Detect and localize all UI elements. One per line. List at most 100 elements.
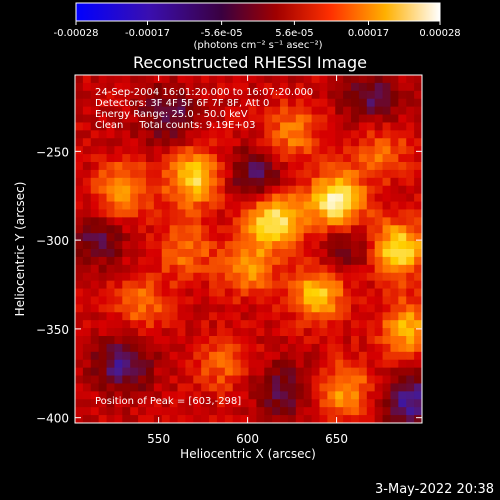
heatmap-cell <box>169 82 179 92</box>
heatmap-cell <box>232 264 242 274</box>
heatmap-cell <box>106 320 115 329</box>
heatmap-cell <box>319 241 328 250</box>
heatmap-cell <box>98 185 108 195</box>
heatmap-cell <box>106 90 115 100</box>
heatmap-cell <box>366 177 376 187</box>
heatmap-cell <box>382 154 391 163</box>
heatmap-cell <box>224 359 234 369</box>
heatmap-cell <box>138 154 147 163</box>
heatmap-cell <box>232 296 242 305</box>
heatmap-cell <box>358 328 368 337</box>
heatmap-cell <box>351 75 360 84</box>
heatmap-cell <box>169 336 179 345</box>
heatmap-cell <box>351 264 360 274</box>
heatmap-cell <box>343 367 352 377</box>
heatmap-cell <box>264 209 273 218</box>
heatmap-cell <box>224 201 234 210</box>
heatmap-cell <box>287 90 297 100</box>
heatmap-cell <box>161 280 171 290</box>
heatmap-cell <box>122 399 131 408</box>
heatmap-cell <box>224 407 234 416</box>
heatmap-cell <box>295 264 305 274</box>
heatmap-cell <box>209 336 218 345</box>
heatmap-cell <box>295 391 305 400</box>
heatmap-cell <box>130 90 139 100</box>
heatmap-cell <box>224 383 234 392</box>
heatmap-cell <box>122 367 131 377</box>
heatmap-cell <box>398 217 407 226</box>
heatmap-cell <box>335 169 344 179</box>
heatmap-cell <box>240 82 249 92</box>
heatmap-cell <box>240 130 249 139</box>
heatmap-cell <box>335 122 344 131</box>
heatmap-cell <box>272 399 281 408</box>
heatmap-cell <box>358 98 368 108</box>
heatmap-cell <box>240 288 249 297</box>
heatmap-cell <box>248 264 257 274</box>
heatmap-cell <box>177 233 186 242</box>
heatmap-cell <box>232 383 242 392</box>
heatmap-cell <box>201 304 210 313</box>
heatmap-cell <box>303 415 313 423</box>
heatmap-cell <box>130 296 139 305</box>
heatmap-cell <box>264 391 273 400</box>
heatmap-cell <box>161 375 171 384</box>
heatmap-cell <box>177 359 186 369</box>
heatmap-cell <box>351 280 360 290</box>
heatmap-cell <box>390 343 399 353</box>
heatmap-cell <box>122 233 131 242</box>
heatmap-cell <box>327 130 336 139</box>
heatmap-cell <box>145 336 155 345</box>
heatmap-cell <box>216 185 226 195</box>
heatmap-cell <box>248 106 257 116</box>
heatmap-cell <box>256 138 265 147</box>
heatmap-cell <box>106 351 115 361</box>
heatmap-cell <box>193 407 202 416</box>
heatmap-cell <box>311 359 320 369</box>
heatmap-cell <box>240 98 249 108</box>
heatmap-cell <box>75 383 84 392</box>
heatmap-cell <box>374 82 384 92</box>
heatmap-cell <box>358 193 368 203</box>
heatmap-cell <box>390 328 399 337</box>
heatmap-cell <box>366 264 376 274</box>
heatmap-cell <box>327 328 336 337</box>
heatmap-cell <box>366 280 376 290</box>
heatmap-cell <box>248 407 257 416</box>
heatmap-cell <box>295 407 305 416</box>
heatmap-cell <box>75 304 84 313</box>
heatmap-cell <box>303 90 313 100</box>
heatmap-cell <box>193 114 202 123</box>
heatmap-cell <box>256 114 265 123</box>
heatmap-cell <box>398 209 407 218</box>
heatmap-cell <box>114 256 123 266</box>
heatmap-cell <box>122 383 131 392</box>
heatmap-cell <box>114 328 123 337</box>
heatmap-cell <box>130 367 139 377</box>
heatmap-cell <box>82 328 92 337</box>
heatmap-cell <box>272 375 281 384</box>
heatmap-cell <box>90 130 100 139</box>
heatmap-cell <box>145 114 155 123</box>
heatmap-cell <box>209 343 218 353</box>
heatmap-cell <box>98 241 108 250</box>
heatmap-cell <box>390 288 399 297</box>
heatmap-cell <box>106 185 115 195</box>
heatmap-cell <box>406 249 415 258</box>
heatmap-cell <box>130 407 139 416</box>
heatmap-cell <box>272 106 281 116</box>
colorbar-gradient <box>76 3 440 21</box>
heatmap-cell <box>327 106 336 116</box>
heatmap-cell <box>287 367 297 377</box>
heatmap-cell <box>122 320 131 329</box>
heatmap-cell <box>240 391 249 400</box>
heatmap-cell <box>351 296 360 305</box>
heatmap-cell <box>114 98 123 108</box>
heatmap-cell <box>201 106 210 116</box>
heatmap-cell <box>169 162 179 171</box>
colorbar-unit-label: (photons cm⁻² s⁻¹ asec⁻²) <box>193 40 322 51</box>
heatmap-cell <box>216 90 226 100</box>
heatmap-cell <box>201 256 210 266</box>
heatmap-cell <box>343 399 352 408</box>
